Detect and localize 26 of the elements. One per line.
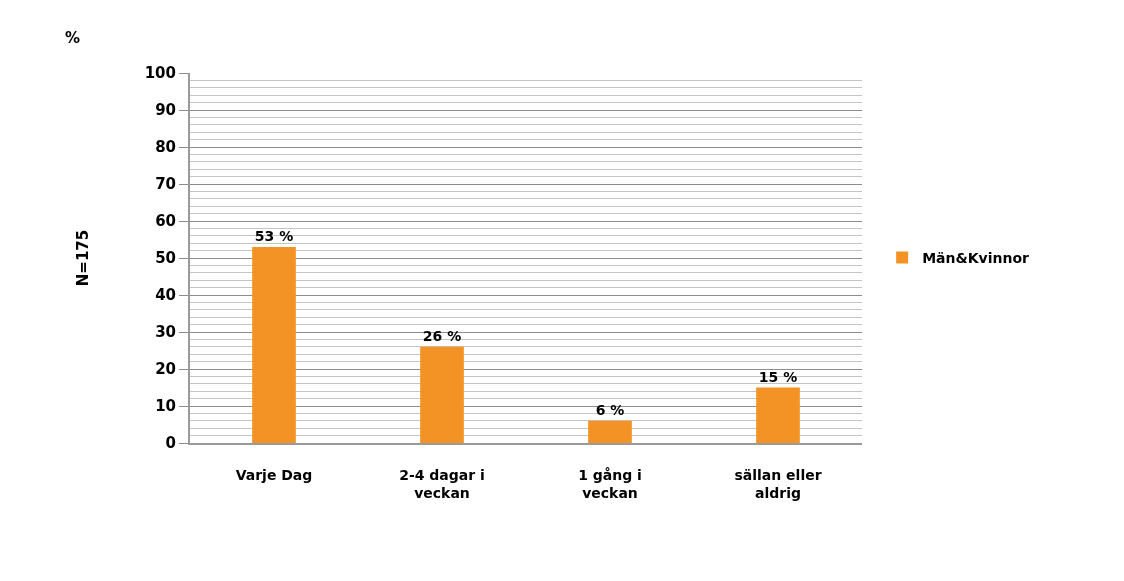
y-tick-label: 80 xyxy=(155,138,176,157)
y-tick-label: 40 xyxy=(155,286,176,305)
x-tick-label: Varje Dag xyxy=(235,466,313,483)
y-tick-label: 100 xyxy=(144,64,176,83)
x-tick-label: sällan eller aldrig xyxy=(734,466,822,501)
y-tick-label: 0 xyxy=(165,434,176,453)
data-label: 26 % xyxy=(422,327,462,344)
data-label: 6 % xyxy=(595,401,625,418)
y-axis-title: N=175 xyxy=(74,229,93,287)
data-label: 15 % xyxy=(758,368,798,385)
y-tick-label: 70 xyxy=(155,175,176,194)
text: % xyxy=(65,29,81,47)
y-tick-label: 50 xyxy=(155,249,176,268)
bar xyxy=(252,246,296,443)
bar xyxy=(756,387,800,443)
y-tick-label: 60 xyxy=(155,212,176,231)
bar xyxy=(420,346,464,443)
data-label: 53 % xyxy=(254,227,294,244)
bar xyxy=(588,420,632,443)
y-tick-label: 10 xyxy=(155,397,176,416)
y-tick-label: 30 xyxy=(155,323,176,342)
y-tick-label: 20 xyxy=(155,360,176,379)
x-tick-label: 2-4 dagar i veckan xyxy=(399,466,485,501)
x-tick-label: 1 gång i veckan xyxy=(578,466,642,501)
legend-label: Män&Kvinnor xyxy=(922,250,1030,267)
y-tick-label: 90 xyxy=(155,101,176,120)
